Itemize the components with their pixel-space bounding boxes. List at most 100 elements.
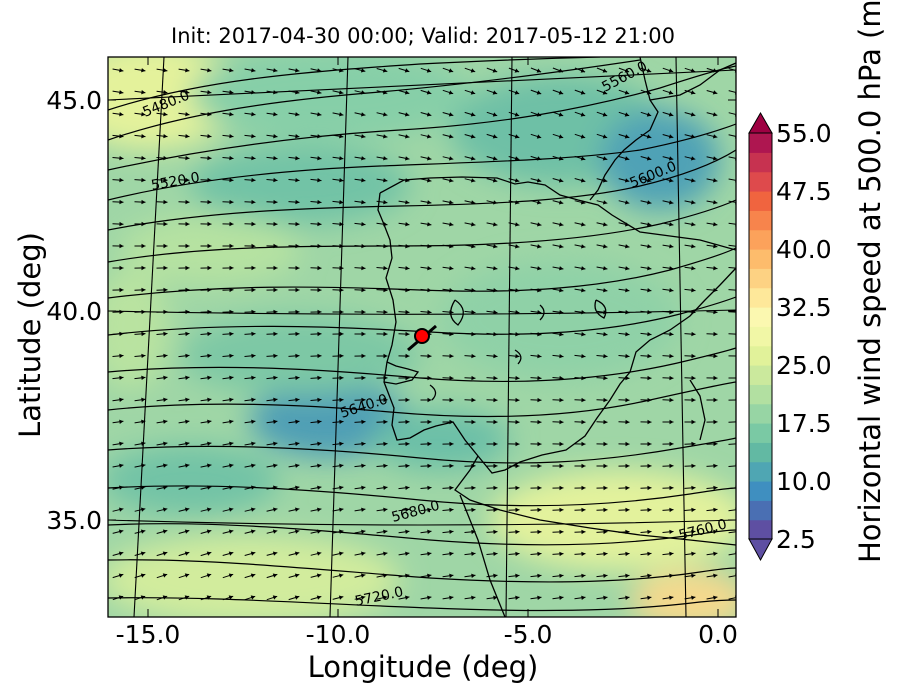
wind-arrow-head [603, 573, 608, 578]
wind-arrow-head [119, 199, 124, 205]
wind-arrow-head [119, 265, 124, 271]
wind-arrow-head [559, 332, 564, 337]
wind-arrow-head [713, 200, 718, 205]
wind-arrow-head [625, 310, 630, 315]
wind-arrow-head [624, 178, 630, 183]
wind-arrow-head [581, 595, 586, 600]
wind-arrow-head [625, 551, 630, 557]
wind-arrow-head [713, 288, 718, 293]
wind-arrow-head [229, 155, 234, 161]
wind-arrow-head [559, 375, 564, 381]
wind-arrow-head [449, 288, 454, 293]
wind-arrow-head [448, 156, 454, 161]
wind-arrow-head [162, 507, 168, 512]
wind-arrow-head [558, 68, 564, 73]
wind-arrow-head [250, 529, 256, 534]
wind-arrow-head [119, 485, 124, 490]
colorbar-ticks: 55.0 47.5 40.0 32.5 25.0 17.5 10.0 2.5 [776, 119, 832, 554]
wind-arrow-head [141, 287, 146, 293]
wind-arrow-head [647, 551, 652, 556]
wind-arrow-head [273, 265, 278, 271]
wind-arrow-head [713, 331, 718, 337]
wind-arrow-head [580, 156, 586, 161]
wind-arrow-head [691, 353, 696, 359]
wind-arrow-shaft [728, 465, 736, 467]
wind-arrow-head [361, 485, 366, 490]
wind-arrow-head [361, 507, 366, 512]
wind-arrow-head [405, 397, 410, 403]
wind-arrow-head [581, 332, 586, 337]
wind-arrow-head [581, 310, 586, 315]
wind-arrow-head [229, 309, 234, 315]
wind-arrow-head [691, 288, 696, 293]
wind-arrow-head [273, 177, 278, 183]
colorbar-tick-label: 32.5 [776, 293, 832, 322]
wind-arrow-head [251, 134, 256, 139]
wind-arrow-head [602, 112, 608, 117]
wind-arrow-head [471, 529, 476, 535]
wind-arrow-head [339, 353, 344, 359]
wind-arrow-head [603, 595, 608, 600]
wind-arrow-head [207, 309, 212, 315]
wind-arrow-head [163, 441, 168, 446]
wind-arrow-head [339, 265, 344, 271]
lat-tick-label: 45.0 [46, 86, 102, 115]
wind-arrow-head [383, 287, 388, 293]
wind-arrow-head [515, 310, 520, 315]
wind-arrow-head [537, 397, 542, 403]
colorbar-extend-low [748, 538, 773, 562]
wind-arrow-head [405, 595, 410, 600]
wind-arrow-head [558, 156, 564, 161]
wind-arrow-head [669, 507, 674, 513]
wind-arrow-head [471, 485, 476, 491]
wind-arrow-head [493, 244, 498, 249]
wind-arrow-head [471, 551, 476, 556]
wind-arrow-head [317, 178, 322, 183]
wind-arrow-head [295, 397, 300, 402]
wind-arrow-head [493, 375, 498, 381]
wind-arrow-head [338, 68, 344, 73]
wind-arrow-head [251, 177, 256, 183]
marker-dot [414, 328, 430, 344]
wind-arrow-head [492, 68, 498, 73]
wind-arrow-head [404, 112, 410, 117]
wind-arrow-head [405, 178, 410, 183]
wind-arrow-head [691, 463, 696, 469]
wind-arrow-head [229, 177, 234, 183]
wind-arrow-head [339, 375, 344, 381]
wind-arrow-head [184, 573, 190, 578]
wind-arrow-head [492, 156, 498, 161]
wind-arrow-head [295, 90, 300, 95]
wind-arrow-head [185, 68, 190, 73]
wind-arrow-head [119, 353, 124, 359]
wind-arrow-head [339, 419, 344, 424]
wind-arrow-head [141, 243, 146, 249]
wind-arrow-head [295, 221, 300, 227]
wind-arrow-head [339, 156, 344, 161]
wind-arrow-head [669, 573, 674, 578]
colorbar-band [749, 326, 772, 347]
wind-arrow-head [295, 287, 300, 293]
wind-arrow-head [647, 332, 652, 337]
coastline [377, 57, 736, 617]
wind-arrow-head [383, 309, 388, 315]
wind-arrow-head [537, 485, 542, 491]
wind-arrow-head [383, 397, 388, 403]
wind-arrow-head [602, 90, 608, 95]
wind-arrow-head [295, 156, 300, 161]
colorbar-band [749, 171, 772, 192]
wind-arrow-head [427, 353, 432, 359]
wind-arrow-head [228, 595, 234, 600]
wind-arrow-head [580, 134, 586, 139]
wind-arrow-head [536, 134, 542, 139]
lat-tick-label: 35.0 [46, 506, 102, 535]
wind-arrow-head [471, 244, 476, 249]
wind-arrow-head [448, 112, 454, 117]
wind-arrow-head [647, 375, 652, 381]
wind-arrow-head [514, 112, 520, 117]
plot-title: Init: 2017-04-30 00:00; Valid: 2017-05-1… [171, 24, 675, 48]
wind-arrow-head [250, 573, 256, 578]
wind-arrow-head [339, 551, 344, 556]
wind-arrow-head [493, 222, 498, 227]
wind-arrow-head [426, 134, 432, 139]
